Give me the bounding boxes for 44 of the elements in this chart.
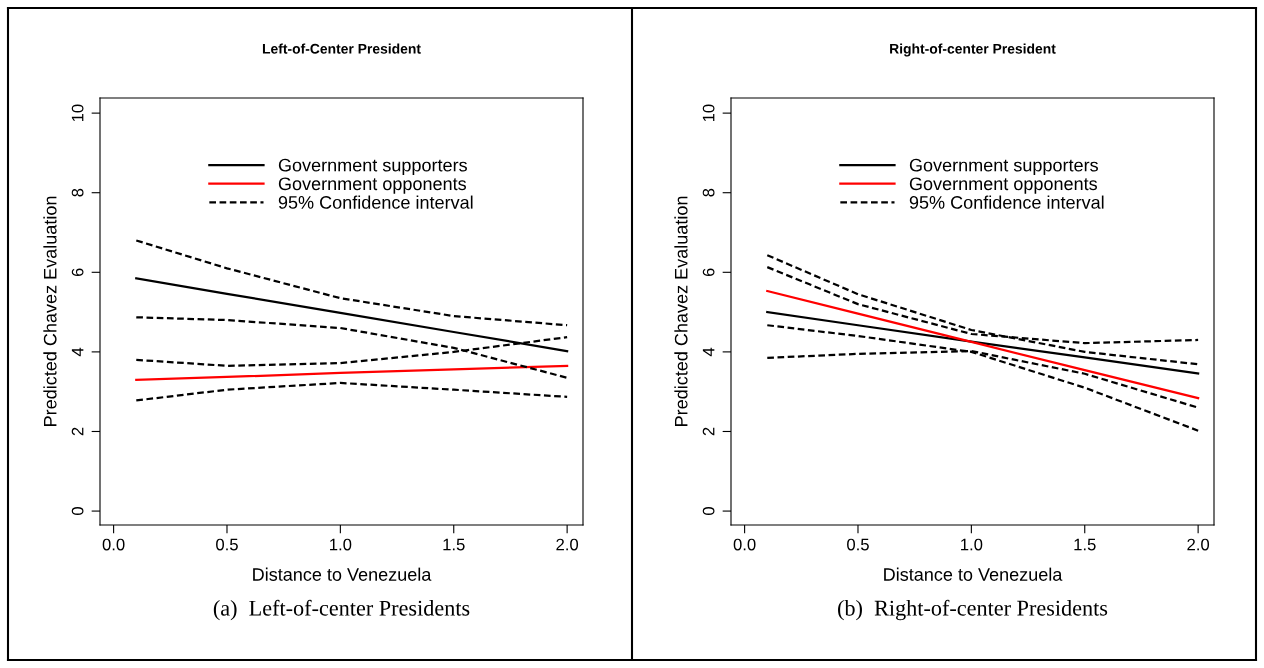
chart-title: Right-of-center President bbox=[890, 43, 1056, 57]
y-tick-label: 6 bbox=[71, 268, 84, 277]
y-tick-label: 4 bbox=[71, 347, 84, 357]
legend-label: Government opponents bbox=[278, 177, 466, 194]
y-tick-label: 0 bbox=[702, 507, 715, 516]
x-tick-label: 1.0 bbox=[330, 538, 352, 551]
y-tick-label: 2 bbox=[71, 427, 84, 436]
y-axis-title: Predicted Chavez Evaluation bbox=[43, 196, 57, 426]
legend-label: Government supporters bbox=[909, 158, 1098, 176]
x-tick-label: 0.5 bbox=[216, 538, 238, 551]
x-tick-label: 1.5 bbox=[443, 538, 465, 551]
y-tick-label: 10 bbox=[71, 104, 84, 122]
line-series bbox=[135, 364, 569, 381]
y-tick-label: 0 bbox=[71, 507, 84, 516]
text: (b) Right-of-center Presidents bbox=[838, 599, 1108, 621]
x-tick-label: 1.0 bbox=[961, 538, 983, 551]
y-tick-label: 4 bbox=[702, 347, 715, 357]
legend-label: Government opponents bbox=[909, 177, 1097, 194]
legend-label: 95% Confidence interval bbox=[909, 195, 1104, 209]
line-series bbox=[135, 239, 569, 327]
legend-label: 95% Confidence interval bbox=[278, 195, 473, 209]
x-tick-label: 0.0 bbox=[733, 538, 756, 551]
x-tick-label: 2.0 bbox=[1187, 538, 1210, 551]
line-series bbox=[135, 316, 569, 379]
y-tick-label: 10 bbox=[702, 104, 715, 122]
text: (a) Left-of-center Presidents bbox=[213, 599, 470, 621]
x-axis-title: Distance to Venezuela bbox=[884, 567, 1063, 581]
line-series bbox=[766, 310, 1200, 375]
x-axis-title: Distance to Venezuela bbox=[253, 567, 432, 581]
line-series bbox=[766, 324, 1200, 432]
x-tick-label: 1.5 bbox=[1074, 538, 1096, 551]
legend-label: Government supporters bbox=[278, 158, 467, 176]
y-axis-title: Predicted Chavez Evaluation bbox=[674, 196, 688, 426]
y-tick-label: 2 bbox=[702, 427, 715, 436]
y-tick-label: 8 bbox=[71, 188, 84, 197]
x-tick-label: 0.5 bbox=[847, 538, 869, 551]
x-tick-label: 0.0 bbox=[102, 538, 125, 551]
y-tick-label: 8 bbox=[702, 188, 715, 197]
y-tick-label: 6 bbox=[702, 268, 715, 277]
line-series bbox=[766, 289, 1200, 400]
line-series bbox=[766, 254, 1200, 366]
chart-title: Left-of-Center President bbox=[262, 43, 421, 54]
x-tick-label: 2.0 bbox=[556, 538, 579, 551]
line-series bbox=[135, 381, 569, 402]
